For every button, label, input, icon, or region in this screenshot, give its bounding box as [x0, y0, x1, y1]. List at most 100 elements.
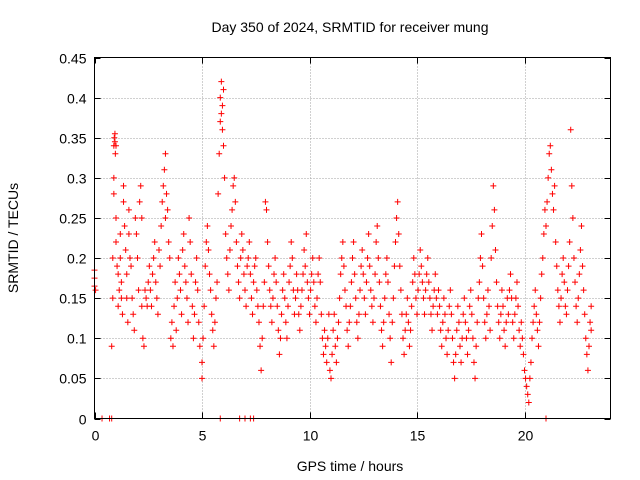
data-point [440, 295, 447, 302]
data-point [230, 182, 237, 189]
data-point [371, 295, 377, 302]
data-point [296, 327, 303, 334]
data-point [494, 303, 501, 310]
data-point [120, 182, 127, 189]
data-point [171, 303, 178, 310]
data-point [236, 295, 243, 302]
data-point [266, 287, 273, 294]
data-point [470, 359, 477, 366]
data-point [253, 287, 260, 294]
data-point [231, 174, 238, 181]
data-point [128, 263, 135, 270]
data-point [582, 335, 589, 342]
data-point [466, 303, 473, 310]
data-point [465, 327, 472, 334]
data-point [534, 327, 541, 334]
data-point [186, 214, 193, 221]
data-point [487, 327, 494, 334]
data-point [255, 319, 262, 326]
data-point [136, 198, 143, 205]
data-point [436, 303, 443, 310]
data-point [533, 311, 540, 318]
data-point [562, 303, 569, 310]
data-point [517, 343, 524, 350]
data-point [450, 359, 457, 366]
data-point [352, 295, 359, 302]
data-point [282, 319, 289, 326]
data-point [199, 359, 205, 366]
data-point [166, 255, 173, 262]
data-point [201, 303, 208, 310]
data-point [391, 263, 398, 270]
data-point [229, 206, 236, 213]
data-point [424, 255, 431, 262]
data-point [322, 343, 329, 350]
data-point [310, 279, 317, 286]
data-point [185, 319, 192, 326]
data-point [454, 303, 461, 310]
data-point [172, 279, 179, 286]
data-point [293, 271, 300, 278]
data-point [521, 367, 528, 374]
data-point [211, 319, 218, 326]
data-point [252, 255, 259, 262]
data-point [222, 230, 229, 237]
data-point [473, 343, 480, 350]
data-point [279, 287, 286, 294]
data-point [425, 279, 432, 286]
data-point [500, 303, 506, 310]
data-point [165, 239, 172, 246]
data-point [400, 335, 407, 342]
data-point [180, 230, 187, 237]
ticks: 0 0.05 0.1 0.15 0.2 0.25 0.3 0.35 0.4 0.45 0 5 10 15 2… [59, 51, 611, 444]
data-point [183, 295, 190, 302]
data-point [479, 263, 486, 270]
data-point [215, 190, 222, 197]
data-point [379, 343, 386, 350]
data-point [461, 295, 468, 302]
data-point [587, 319, 594, 326]
data-point [311, 303, 318, 310]
data-point [202, 263, 209, 270]
x-tick-label: 20 [518, 428, 534, 444]
data-point [480, 295, 487, 302]
data-point [468, 311, 475, 318]
data-point [527, 359, 534, 366]
data-point [586, 343, 592, 350]
data-point [267, 303, 274, 310]
data-point [110, 174, 117, 181]
data-point [302, 263, 309, 270]
data-point [506, 287, 513, 294]
data-point [423, 271, 430, 278]
data-point [292, 295, 299, 302]
data-point [408, 303, 415, 310]
data-point [355, 311, 362, 318]
data-point [286, 279, 293, 286]
data-point [443, 335, 450, 342]
data-point [210, 343, 217, 350]
data-point [489, 222, 496, 229]
data-point [530, 319, 537, 326]
y-tick-label: 0.2 [67, 251, 87, 267]
data-point [115, 271, 122, 278]
y-tick-label: 0.25 [59, 211, 86, 227]
data-point [390, 295, 397, 302]
data-point [131, 327, 138, 334]
data-point [330, 327, 337, 334]
data-point [560, 255, 567, 262]
data-point [551, 182, 558, 189]
data-point [389, 319, 396, 326]
data-point [158, 222, 165, 229]
y-tick-label: 0.15 [59, 291, 86, 307]
data-point [472, 375, 479, 382]
data-point [427, 311, 434, 318]
data-point [179, 247, 186, 254]
data-point [275, 327, 282, 334]
data-point [341, 287, 348, 294]
data-point [550, 206, 557, 213]
data-point [130, 311, 137, 318]
data-point [493, 279, 500, 286]
data-point [217, 94, 224, 101]
data-point [581, 311, 588, 318]
data-point [543, 222, 549, 229]
